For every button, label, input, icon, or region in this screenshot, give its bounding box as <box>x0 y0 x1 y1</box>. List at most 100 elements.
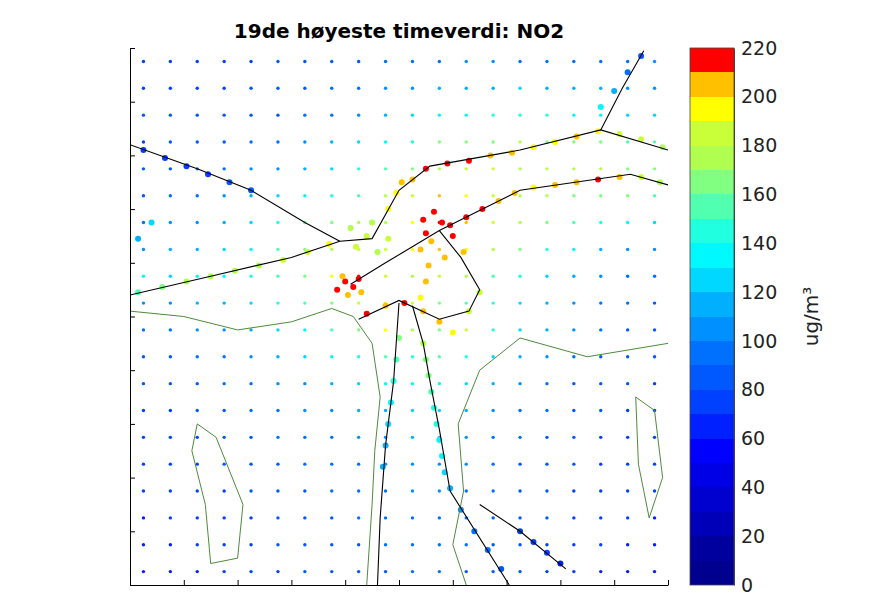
grid-point <box>169 248 172 251</box>
grid-point <box>438 570 441 573</box>
grid-point <box>142 328 145 331</box>
grid-point <box>249 167 252 170</box>
colorbar-bin <box>690 463 734 487</box>
grid-point <box>491 140 494 143</box>
grid-point <box>465 570 468 573</box>
grid-point <box>572 113 575 116</box>
grid-point <box>384 221 387 224</box>
grid-point <box>465 489 468 492</box>
grid-point <box>196 221 199 224</box>
grid-point <box>357 409 360 412</box>
tick-mark <box>614 580 615 585</box>
grid-point <box>142 355 145 358</box>
grid-point <box>276 516 279 519</box>
grid-point <box>222 113 225 116</box>
grid-point <box>276 194 279 197</box>
grid-point <box>491 570 494 573</box>
road-point <box>369 220 375 226</box>
grid-point <box>222 140 225 143</box>
grid-point <box>626 328 629 331</box>
grid-point <box>249 436 252 439</box>
tick: 40 <box>734 476 765 498</box>
grid-point <box>169 409 172 412</box>
grid-point <box>303 194 306 197</box>
grid-point <box>545 543 548 546</box>
grid-point <box>222 382 225 385</box>
grid-point <box>330 328 333 331</box>
grid-point <box>330 60 333 63</box>
grid-point <box>142 140 145 143</box>
grid-point <box>491 194 494 197</box>
grid-point <box>438 516 441 519</box>
grid-point <box>142 248 145 251</box>
grid-point <box>545 87 548 90</box>
grid-point <box>330 194 333 197</box>
grid-point <box>303 570 306 573</box>
grid-point <box>357 140 360 143</box>
grid-point <box>303 409 306 412</box>
grid-point <box>276 275 279 278</box>
grid-point <box>438 167 441 170</box>
tick <box>130 102 135 103</box>
grid-point <box>411 570 414 573</box>
tick-label: 180 <box>741 134 777 156</box>
grid-point <box>303 462 306 465</box>
grid-point <box>222 167 225 170</box>
grid-point <box>653 221 656 224</box>
road-point <box>418 295 424 301</box>
grid-point <box>545 489 548 492</box>
colorbar-label: ug/m³ <box>799 287 823 347</box>
grid-point <box>438 462 441 465</box>
grid-point <box>411 543 414 546</box>
grid-point <box>653 248 656 251</box>
tick-mark <box>507 580 508 585</box>
tick: 80 <box>734 378 765 400</box>
road <box>130 130 668 295</box>
grid-point <box>249 382 252 385</box>
grid-point <box>384 516 387 519</box>
coastline <box>636 397 663 518</box>
grid-point <box>222 194 225 197</box>
grid-point <box>626 194 629 197</box>
grid-point <box>411 275 414 278</box>
tick-mark <box>453 580 454 585</box>
grid-point <box>276 489 279 492</box>
colorbar-bin <box>690 390 734 414</box>
grid-point <box>142 436 145 439</box>
tick <box>614 580 615 585</box>
tick-mark <box>184 580 185 585</box>
grid-point <box>653 87 656 90</box>
road-point <box>353 244 359 250</box>
tick <box>130 585 135 586</box>
grid-point <box>357 355 360 358</box>
road-point <box>598 104 604 110</box>
grid-point <box>438 140 441 143</box>
grid-point <box>465 462 468 465</box>
grid-point <box>169 87 172 90</box>
grid-point <box>276 113 279 116</box>
grid-point <box>599 140 602 143</box>
grid-point <box>626 516 629 519</box>
grid-point <box>491 248 494 251</box>
grid-point <box>599 194 602 197</box>
grid-point <box>491 167 494 170</box>
grid-point <box>572 570 575 573</box>
colorbar-bin <box>690 268 734 292</box>
grid-point <box>357 570 360 573</box>
tick-mark <box>668 580 669 585</box>
grid-point <box>438 409 441 412</box>
grid-point <box>411 221 414 224</box>
tick-mark <box>130 585 135 586</box>
grid-point <box>465 543 468 546</box>
grid-point <box>196 248 199 251</box>
grid-point <box>438 248 441 251</box>
colorbar-bin <box>690 48 734 72</box>
plot-area <box>130 51 668 585</box>
grid-point <box>653 167 656 170</box>
grid-point <box>142 409 145 412</box>
grid-point <box>276 248 279 251</box>
grid-point <box>438 543 441 546</box>
tick <box>668 580 669 585</box>
tick <box>130 317 135 318</box>
road-point <box>436 319 442 325</box>
